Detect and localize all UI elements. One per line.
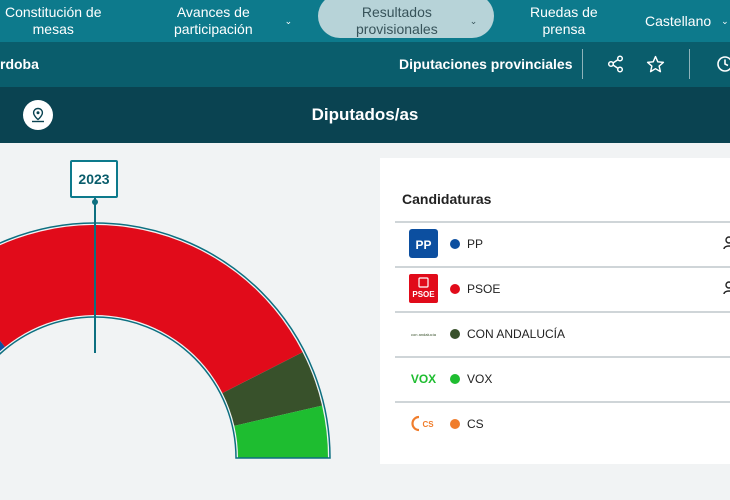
party-color-dot	[450, 419, 460, 429]
seat-wedge-con-andalucía[interactable]	[222, 352, 323, 426]
person-icon	[723, 236, 730, 250]
share-icon[interactable]	[607, 55, 625, 73]
party-color-dot	[450, 284, 460, 294]
language-label: Castellano	[645, 12, 712, 29]
panel-heading: Candidaturas	[402, 191, 492, 207]
svg-text:con andalucía: con andalucía	[411, 332, 437, 337]
seat-chart-wedges	[0, 225, 328, 458]
nav-item-label: Constitución de mesas	[5, 4, 102, 37]
chevron-down-icon: ⌄	[721, 15, 729, 26]
candidate-row[interactable]: PP PP	[395, 221, 730, 268]
nav-item-label: Resultados provisionales	[356, 4, 438, 37]
candidate-row[interactable]: PSOE PSOE	[395, 266, 730, 313]
seat-wedge-psoe[interactable]	[0, 225, 303, 394]
page-title: Diputados/as	[311, 105, 419, 124]
seat-chart	[0, 198, 331, 459]
nav-item-avances[interactable]: Avances de participación ⌄	[174, 0, 292, 42]
candidates-panel: Candidaturas PP PP PSOE PSOE	[380, 158, 730, 464]
location-bar: rdoba Diputaciones provinciales	[0, 42, 730, 87]
seat-wedge-vox[interactable]	[234, 405, 328, 458]
party-logo: con andalucía	[409, 319, 438, 348]
nav-item-constitucion[interactable]: Constitución de mesas	[5, 0, 102, 42]
party-name: PP	[467, 237, 484, 251]
party-logo: VOX	[409, 364, 438, 393]
svg-text:PSOE: PSOE	[412, 290, 435, 299]
party-logo: PP	[409, 229, 438, 258]
language-selector[interactable]: Castellano ⌄	[645, 0, 729, 42]
nav-item-ruedas[interactable]: Ruedas de prensa	[530, 0, 598, 42]
nav-item-label: Avances de participación	[174, 4, 253, 37]
candidate-row[interactable]: CS CS	[395, 401, 730, 448]
candidate-row[interactable]: VOX VOX	[395, 356, 730, 403]
svg-text:VOX: VOX	[411, 372, 436, 386]
svg-text:PP: PP	[415, 238, 431, 252]
nav-item-resultados[interactable]: Resultados provisionales ⌄	[318, 0, 494, 38]
party-name: CON ANDALUCÍA	[467, 327, 566, 341]
seat-chart-outline	[0, 222, 331, 459]
party-color-dot	[450, 329, 460, 339]
map-pin-icon	[32, 107, 44, 123]
star-icon[interactable]	[646, 55, 665, 74]
party-color-dot	[450, 239, 460, 249]
year-label[interactable]: 2023	[70, 160, 118, 198]
map-button[interactable]	[23, 100, 53, 130]
clock-icon[interactable]	[716, 55, 730, 73]
party-name: PSOE	[467, 282, 501, 296]
location-name: rdoba	[0, 56, 39, 72]
person-icon	[723, 281, 730, 295]
top-navigation: Constitución de mesas Avances de partici…	[0, 0, 730, 42]
svg-text:CS: CS	[422, 420, 434, 429]
seat-wedge-pp[interactable]	[0, 277, 6, 458]
party-logo: PSOE	[409, 274, 438, 303]
party-color-dot	[450, 374, 460, 384]
year-marker-dot	[92, 199, 98, 205]
divider	[689, 49, 690, 79]
chevron-down-icon: ⌄	[469, 15, 478, 26]
party-name: CS	[467, 417, 484, 431]
section-selector[interactable]: Diputaciones provinciales	[399, 56, 573, 72]
party-logo: CS	[409, 409, 438, 438]
page-header: Diputados/as	[0, 87, 730, 143]
candidate-row[interactable]: con andalucía CON ANDALUCÍA	[395, 311, 730, 358]
nav-item-label: Ruedas de prensa	[530, 4, 598, 37]
divider	[582, 49, 583, 79]
chevron-down-icon: ⌄	[284, 15, 293, 26]
party-name: VOX	[467, 372, 493, 386]
